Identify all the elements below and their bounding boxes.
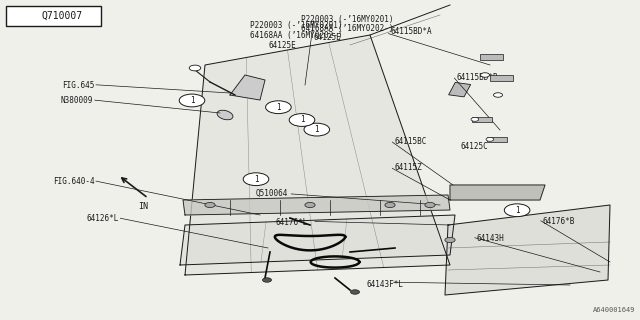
Polygon shape [185, 35, 450, 275]
Text: 64176*B: 64176*B [543, 217, 575, 226]
Circle shape [266, 101, 291, 114]
Circle shape [471, 117, 479, 121]
Text: IN: IN [139, 202, 148, 211]
Text: FIG.645: FIG.645 [62, 81, 95, 90]
Circle shape [189, 65, 201, 71]
Ellipse shape [217, 110, 233, 120]
Text: P220003 (-’16MY0201): P220003 (-’16MY0201) [250, 21, 342, 30]
Text: Q510064: Q510064 [256, 189, 289, 198]
Text: 1: 1 [515, 206, 520, 215]
Circle shape [304, 123, 330, 136]
Circle shape [493, 93, 502, 97]
Bar [481, 54, 503, 60]
Text: 64115BD*A: 64115BD*A [390, 27, 432, 36]
Text: 64168AA (’16MY0202-): 64168AA (’16MY0202-) [301, 24, 394, 33]
Text: 64115BC: 64115BC [394, 137, 427, 146]
Text: 64115BD*B: 64115BD*B [456, 73, 498, 82]
Circle shape [262, 278, 271, 282]
Circle shape [481, 73, 490, 77]
Text: A640001649: A640001649 [593, 307, 635, 313]
Text: Q710007: Q710007 [42, 11, 83, 21]
Polygon shape [450, 185, 545, 200]
Bar [6, 6, 101, 26]
Circle shape [179, 94, 205, 107]
Circle shape [425, 203, 435, 208]
Circle shape [486, 138, 493, 141]
Text: 64168AA (’16MY0202-): 64168AA (’16MY0202-) [250, 31, 342, 40]
Circle shape [385, 203, 395, 208]
Text: 64143F*L: 64143F*L [367, 280, 404, 289]
Text: FIG.640-4: FIG.640-4 [53, 177, 95, 186]
Circle shape [289, 114, 315, 126]
Circle shape [445, 237, 455, 243]
Polygon shape [180, 215, 455, 265]
Text: N380009: N380009 [60, 96, 93, 105]
Polygon shape [183, 195, 450, 215]
Text: 64176*L: 64176*L [275, 218, 308, 227]
Text: 1: 1 [189, 96, 195, 105]
Circle shape [243, 173, 269, 186]
Text: 64143H: 64143H [477, 234, 504, 243]
Text: 1: 1 [300, 116, 304, 124]
Circle shape [351, 290, 360, 294]
Circle shape [504, 204, 530, 217]
Bar [487, 137, 506, 142]
Circle shape [8, 9, 36, 23]
Text: 1: 1 [19, 11, 24, 20]
Circle shape [305, 203, 315, 208]
Text: 64125E: 64125E [314, 33, 341, 42]
Polygon shape [230, 75, 265, 100]
Text: 64115Z: 64115Z [394, 163, 422, 172]
Text: 64125C: 64125C [461, 142, 488, 151]
Polygon shape [445, 205, 610, 295]
Text: P220003 (-’16MY0201): P220003 (-’16MY0201) [301, 15, 394, 24]
Text: 64126*L: 64126*L [86, 214, 118, 223]
Bar [449, 83, 470, 97]
Circle shape [205, 203, 215, 208]
Text: 1: 1 [314, 125, 319, 134]
Text: 1: 1 [276, 103, 281, 112]
Text: 64125E: 64125E [269, 41, 296, 50]
Bar [490, 75, 513, 81]
Text: 1: 1 [253, 175, 259, 184]
Bar [472, 117, 492, 122]
